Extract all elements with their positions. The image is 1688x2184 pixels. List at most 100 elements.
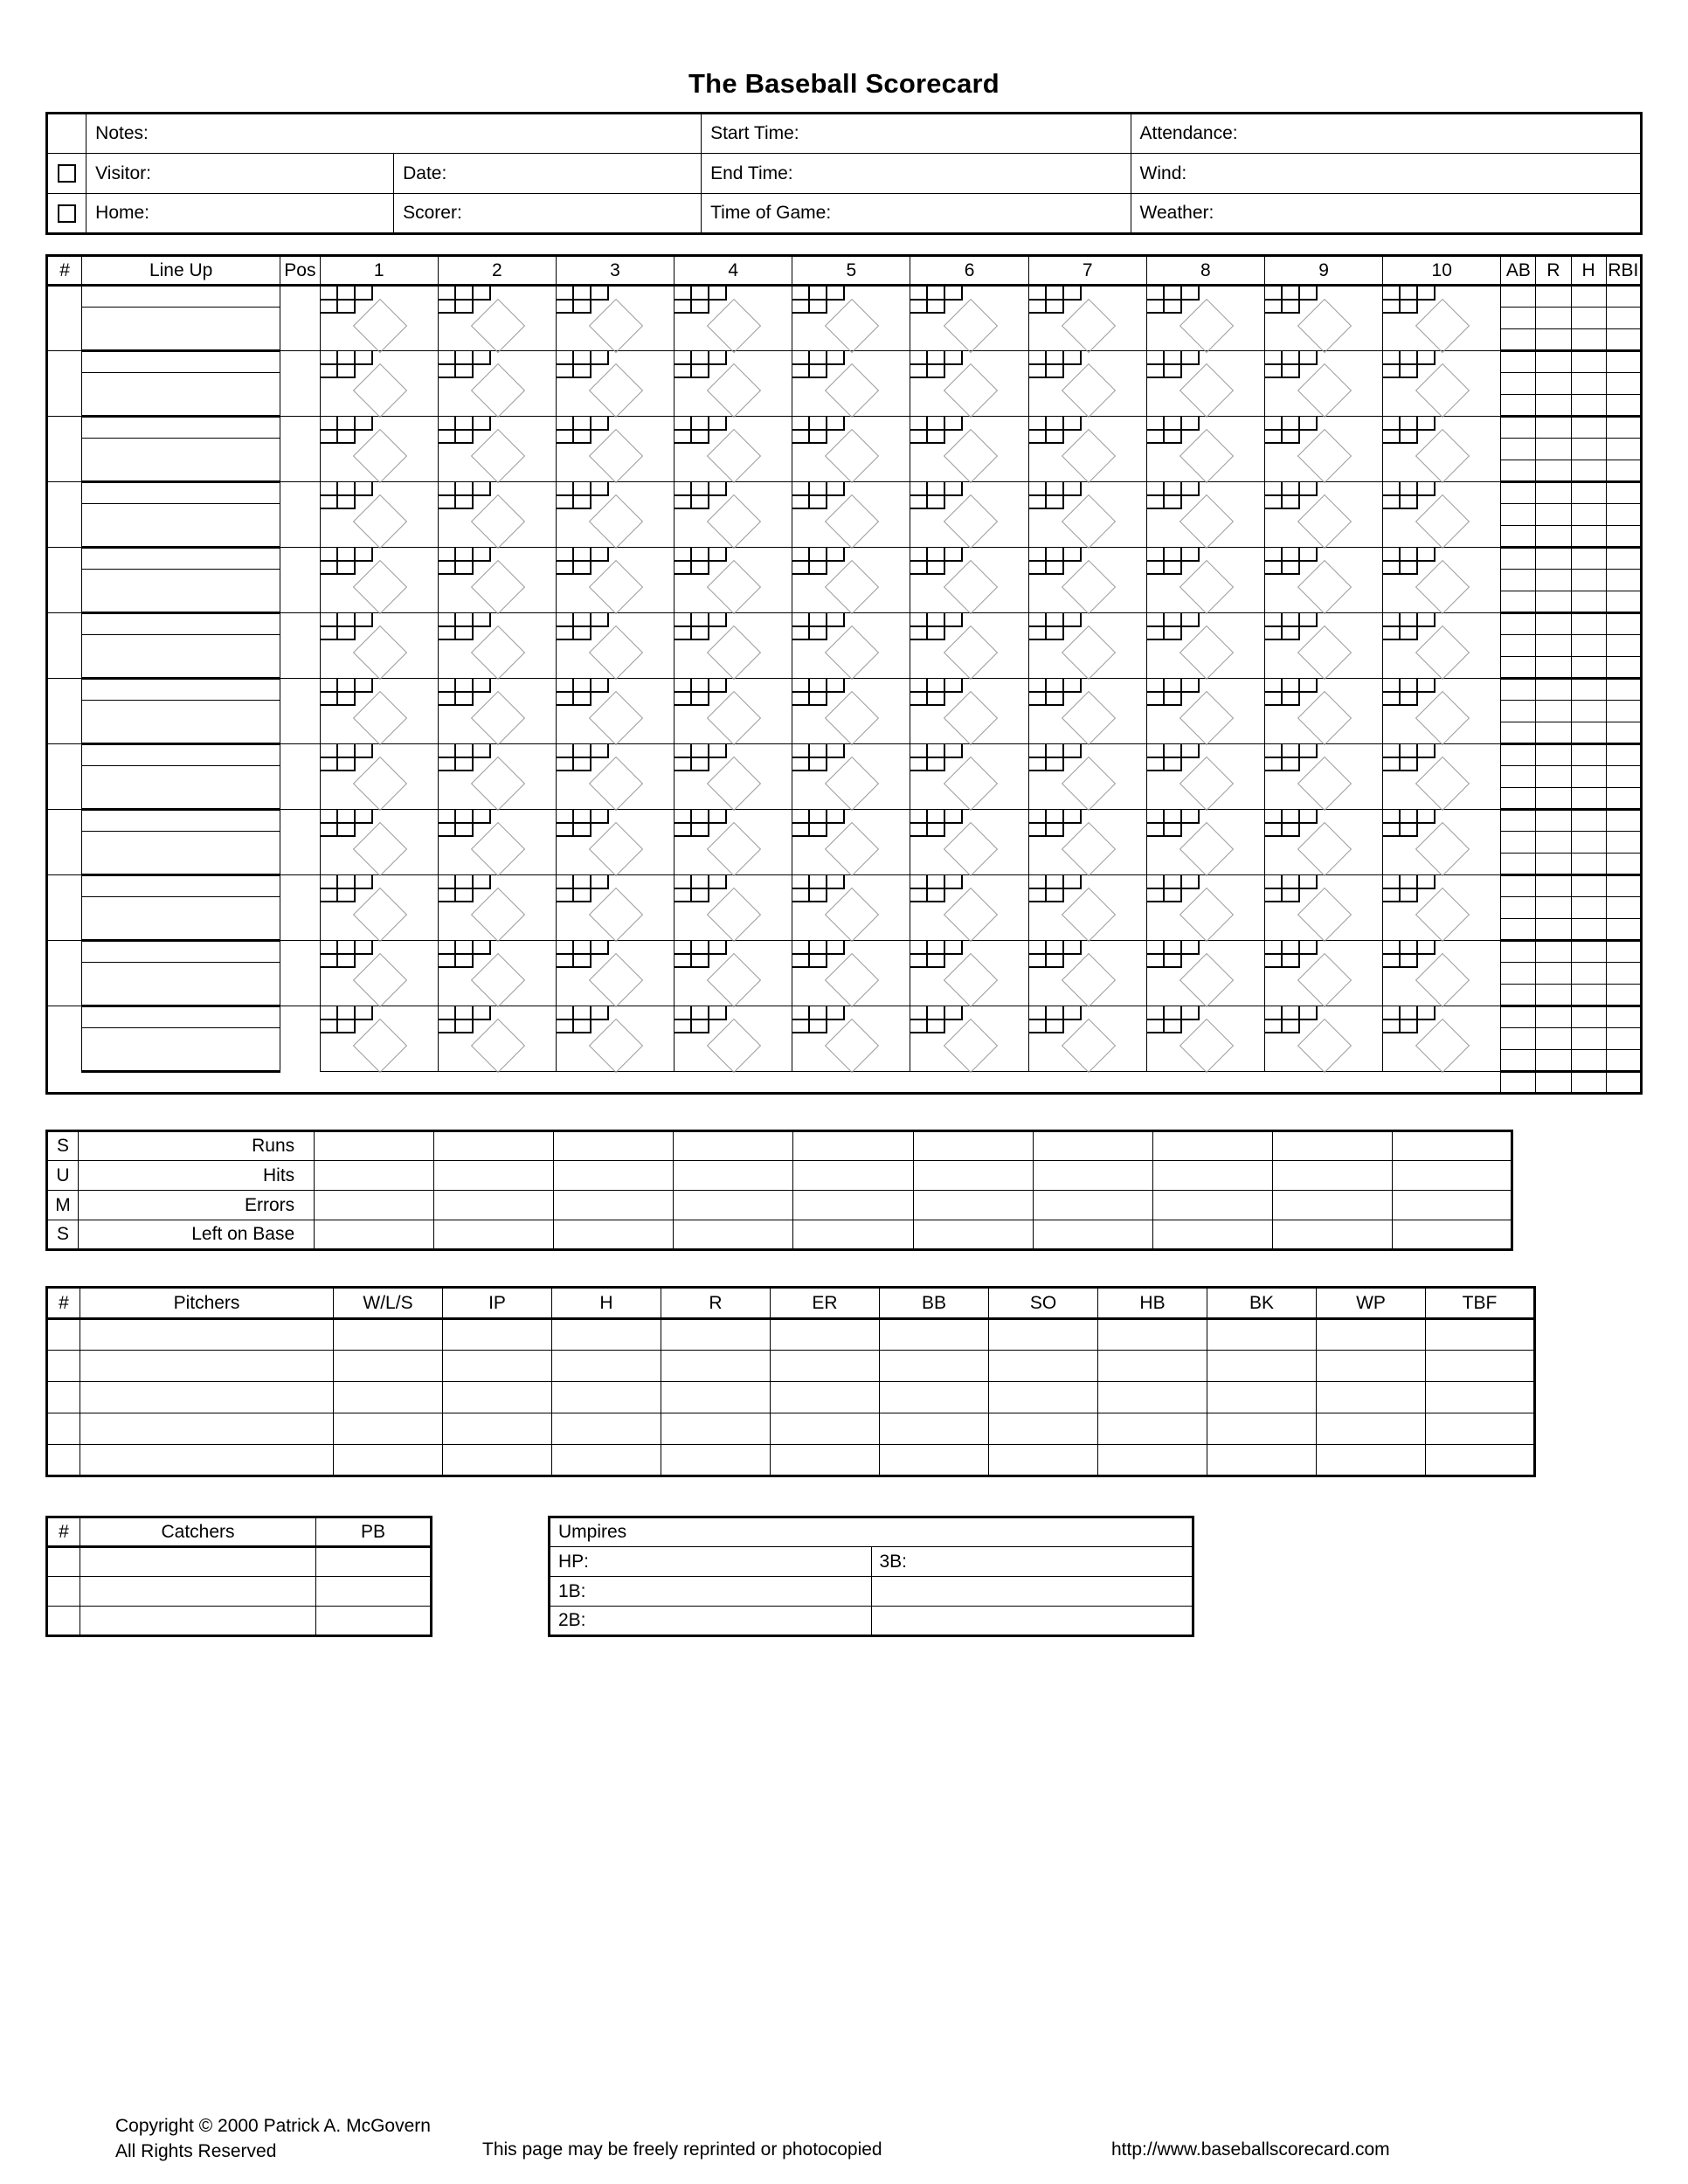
sums-cell[interactable] — [1032, 1130, 1153, 1161]
ball-box[interactable] — [1063, 679, 1082, 693]
sums-cell[interactable] — [553, 1130, 675, 1161]
player-position-cell[interactable] — [280, 416, 321, 482]
inning-cell-8[interactable] — [1145, 285, 1265, 353]
strike-box[interactable] — [320, 300, 338, 314]
visitor-field[interactable]: Visitor: — [86, 153, 395, 194]
ball-box[interactable] — [709, 351, 728, 365]
pitchers-cell-wp[interactable] — [1316, 1318, 1426, 1351]
ball-box[interactable] — [337, 287, 356, 301]
stat-cell-ab[interactable] — [1500, 307, 1537, 329]
strike-box[interactable] — [455, 626, 474, 640]
strike-box[interactable] — [1028, 1019, 1047, 1033]
strike-box[interactable] — [810, 757, 828, 771]
ball-box[interactable] — [591, 482, 609, 496]
player-name-cell-line3[interactable] — [81, 656, 281, 680]
pitchers-cell-tbf[interactable] — [1425, 1381, 1535, 1413]
ball-box[interactable] — [928, 1006, 946, 1020]
stat-cell-ab[interactable] — [1500, 372, 1537, 395]
stat-cell-rbi[interactable] — [1605, 743, 1643, 766]
pitchers-cell-wp[interactable] — [1316, 1350, 1426, 1382]
stat-cell-r[interactable] — [1535, 569, 1572, 591]
sums-cell[interactable] — [912, 1220, 1034, 1250]
ball-box[interactable] — [692, 875, 710, 889]
pitchers-cell-bb[interactable] — [879, 1444, 989, 1476]
ball-box[interactable] — [1046, 744, 1064, 758]
strike-box[interactable] — [692, 954, 710, 968]
pitchers-cell-r[interactable] — [661, 1318, 771, 1351]
ball-box[interactable] — [591, 548, 609, 562]
player-name-cell-line1[interactable] — [81, 743, 281, 766]
ball-box[interactable] — [1401, 1006, 1419, 1020]
inning-cell-6[interactable] — [910, 416, 1029, 484]
ball-box[interactable] — [573, 548, 591, 562]
player-name-cell-line3[interactable] — [81, 918, 281, 942]
stat-cell-r[interactable] — [1535, 874, 1572, 897]
strike-box[interactable] — [1164, 888, 1182, 902]
pitchers-cell-bk[interactable] — [1207, 1350, 1317, 1382]
inning-cell-5[interactable] — [792, 547, 911, 615]
stat-cell-rbi[interactable] — [1605, 634, 1643, 657]
strike-box[interactable] — [675, 626, 693, 640]
strike-box[interactable] — [455, 823, 474, 837]
stat-cell-h[interactable] — [1570, 1049, 1607, 1073]
ball-box[interactable] — [1164, 613, 1182, 627]
strike-box[interactable] — [1164, 495, 1182, 509]
strike-box[interactable] — [1164, 300, 1182, 314]
ball-box[interactable] — [810, 482, 828, 496]
ball-box[interactable] — [709, 482, 728, 496]
ball-box[interactable] — [928, 417, 946, 431]
ball-box[interactable] — [827, 1006, 846, 1020]
ball-box[interactable] — [1401, 287, 1419, 301]
sums-cell[interactable] — [553, 1160, 675, 1191]
start-time-field[interactable]: Start Time: — [701, 113, 1131, 154]
inning-cell-9[interactable] — [1263, 743, 1384, 812]
pitchers-cell-r[interactable] — [661, 1444, 771, 1476]
strike-box[interactable] — [1401, 561, 1419, 575]
ball-box[interactable] — [1299, 548, 1318, 562]
stat-cell-rbi[interactable] — [1605, 460, 1643, 483]
stat-cell-h[interactable] — [1570, 743, 1607, 766]
ball-box[interactable] — [355, 810, 373, 824]
player-name-cell-line1[interactable] — [81, 285, 281, 308]
stat-cell-rbi[interactable] — [1605, 896, 1643, 919]
strike-box[interactable] — [573, 823, 591, 837]
ball-box[interactable] — [556, 941, 574, 955]
strike-box[interactable] — [692, 300, 710, 314]
stat-cell-ab[interactable] — [1500, 656, 1537, 680]
inning-cell-2[interactable] — [437, 547, 557, 615]
strike-box[interactable] — [1164, 757, 1182, 771]
strike-box[interactable] — [1146, 430, 1165, 444]
catchers-cell-catchers[interactable] — [80, 1546, 316, 1577]
ball-box[interactable] — [1418, 548, 1436, 562]
ball-box[interactable] — [355, 548, 373, 562]
stat-cell-r[interactable] — [1535, 678, 1572, 701]
sums-cell[interactable] — [1271, 1220, 1393, 1250]
strike-box[interactable] — [573, 954, 591, 968]
ball-box[interactable] — [573, 744, 591, 758]
inning-cell-9[interactable] — [1263, 678, 1384, 746]
inning-cell-6[interactable] — [910, 1006, 1029, 1074]
strike-box[interactable] — [1046, 430, 1064, 444]
catchers-cell-pb[interactable] — [315, 1606, 432, 1636]
strike-box[interactable] — [1383, 495, 1401, 509]
strike-box[interactable] — [556, 1019, 574, 1033]
player-name-cell-line1[interactable] — [81, 1006, 281, 1028]
ball-box[interactable] — [320, 351, 338, 365]
ball-box[interactable] — [1028, 548, 1047, 562]
stat-cell-r[interactable] — [1535, 984, 1572, 1007]
ball-box[interactable] — [1181, 875, 1200, 889]
strike-box[interactable] — [1401, 364, 1419, 378]
ball-box[interactable] — [556, 613, 574, 627]
ball-box[interactable] — [455, 417, 474, 431]
time-of-game-field[interactable]: Time of Game: — [701, 193, 1131, 234]
stat-cell-ab[interactable] — [1500, 874, 1537, 897]
strike-box[interactable] — [556, 888, 574, 902]
inning-cell-7[interactable] — [1027, 481, 1147, 549]
stat-cell-r[interactable] — [1535, 809, 1572, 832]
ball-box[interactable] — [1164, 351, 1182, 365]
inning-cell-3[interactable] — [555, 547, 675, 615]
strike-box[interactable] — [1028, 495, 1047, 509]
stat-cell-ab[interactable] — [1500, 438, 1537, 460]
player-name-cell-line2[interactable] — [81, 307, 281, 329]
strike-box[interactable] — [810, 1019, 828, 1033]
